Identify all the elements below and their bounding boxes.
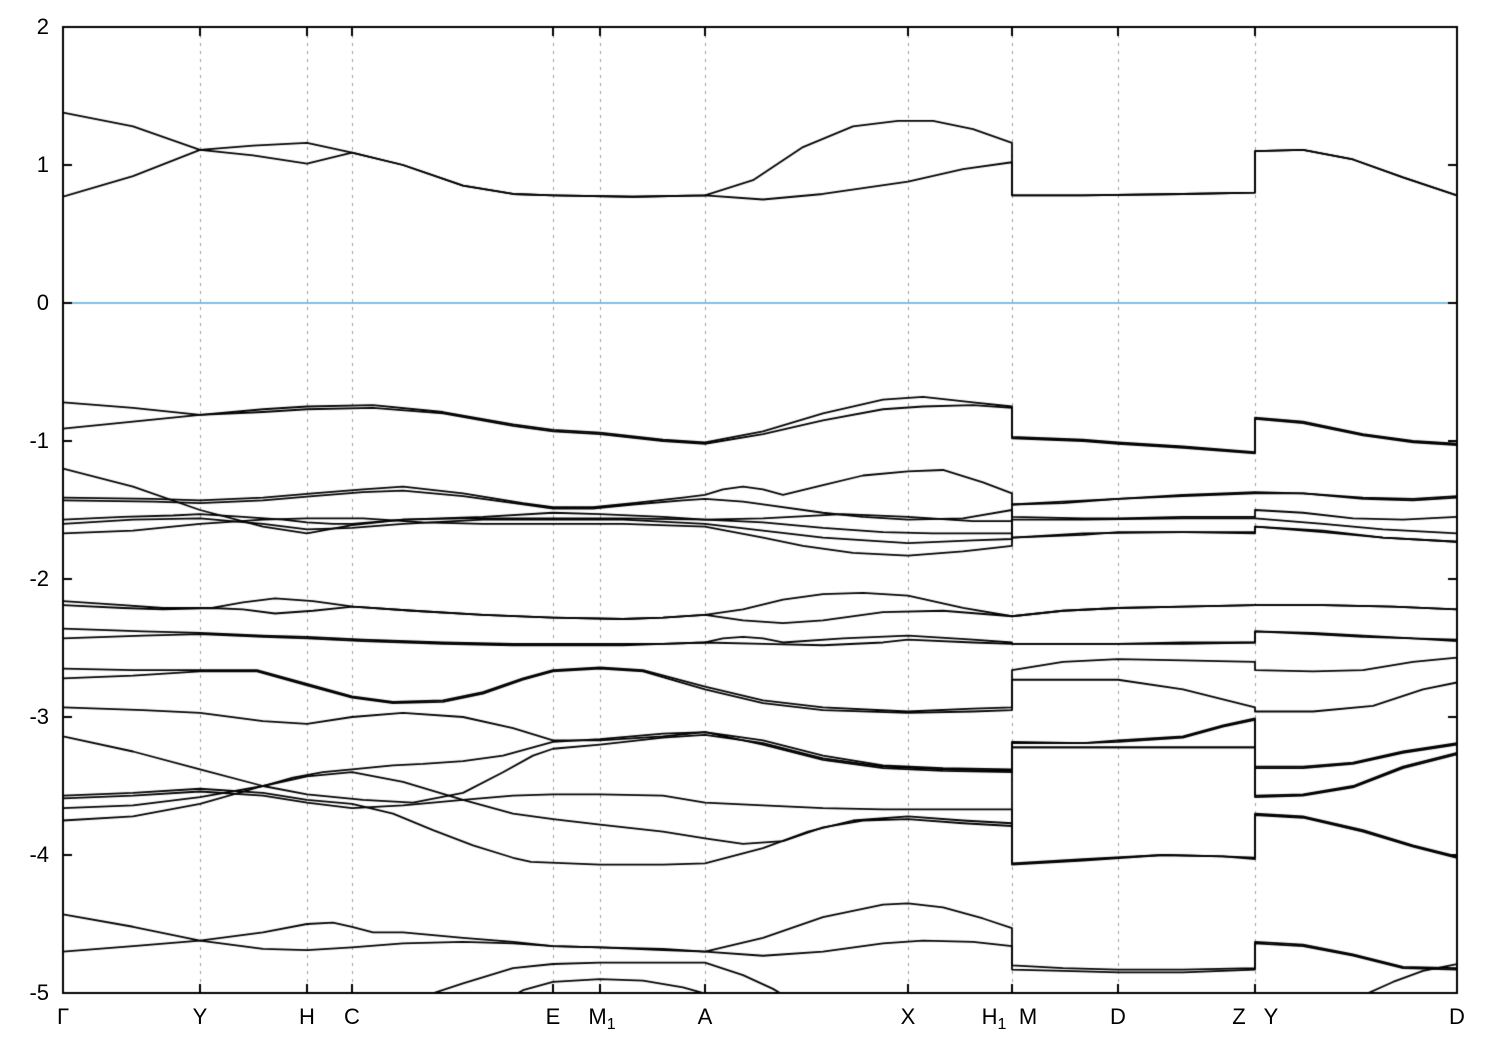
y-tick-label-1: 1: [36, 152, 49, 177]
x-tick-label-m1: M1: [588, 1004, 616, 1033]
y-tick-label--4: -4: [29, 842, 49, 867]
y-tick-label--3: -3: [29, 704, 49, 729]
x-tick-label-y2: Y: [1263, 1004, 1279, 1029]
y-tick-label--2: -2: [29, 566, 49, 591]
x-tick-label-y1: Y: [192, 1004, 208, 1029]
y-tick-label--1: -1: [29, 428, 49, 453]
x-tick-label-x: X: [900, 1004, 916, 1029]
x-tick-label-z: Z: [1232, 1004, 1246, 1029]
x-tick-label-h: H: [299, 1004, 315, 1029]
x-tick-label-d2: D: [1449, 1004, 1465, 1029]
y-tick-label-0: 0: [36, 290, 49, 315]
x-tick-label-d: D: [1110, 1004, 1126, 1029]
x-tick-label-e: E: [545, 1004, 561, 1029]
x-tick-label-a: A: [697, 1004, 713, 1029]
y-tick-label--5: -5: [29, 980, 49, 1005]
x-tick-label-gamma: Γ: [56, 1004, 70, 1029]
y-tick-label-2: 2: [36, 14, 49, 39]
x-tick-label-h1: H1: [981, 1004, 1007, 1033]
x-tick-label-m: M: [1018, 1004, 1038, 1029]
x-tick-label-c: C: [344, 1004, 360, 1029]
